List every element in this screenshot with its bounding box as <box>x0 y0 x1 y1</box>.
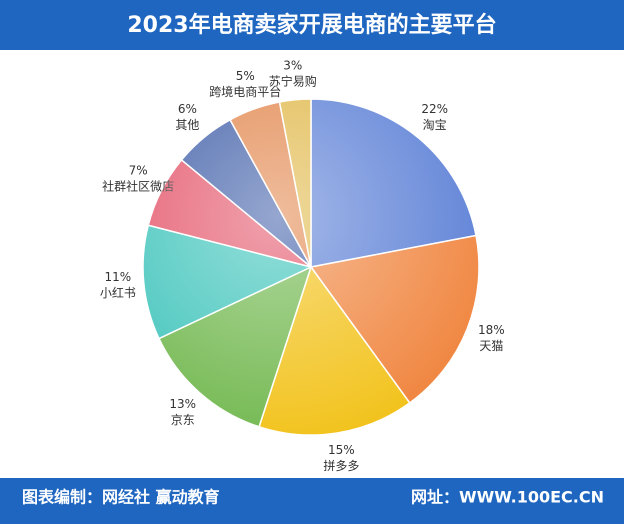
pie: 22% 淘宝 18% 天猫 15% 拼多多 13% 京东 11%小红书 7%社群社区微店 6% 其他 5… <box>100 58 505 473</box>
slice-value-label: 6% <box>178 102 197 116</box>
slice-value-label: 3% <box>283 58 302 72</box>
slice-value-label: 7% <box>129 163 148 177</box>
slice-value-label: 11% <box>105 270 132 284</box>
slice-value-label: 22% <box>421 102 448 116</box>
slice-category-label: 天猫 <box>479 339 503 353</box>
slice-category-label: 其他 <box>175 118 199 132</box>
header-bar <box>0 0 624 50</box>
slice-value-label: 15% <box>328 443 355 457</box>
slice-value-label: 13% <box>169 397 196 411</box>
slice-category-label: 苏宁易购 <box>269 73 317 88</box>
slice-value-label: 18% <box>478 323 505 337</box>
footer-source: 图表编制：网经社 赢动教育 <box>22 488 220 507</box>
slice-category-label: 社群社区微店 <box>102 178 174 193</box>
slice-category-label: 跨境电商平台 <box>209 84 281 99</box>
footer-bar <box>0 478 624 524</box>
slice-category-label: 小红书 <box>100 285 136 300</box>
slice-category-label: 拼多多 <box>323 459 359 473</box>
slice-category-label: 京东 <box>171 413 195 427</box>
slice-value-label: 5% <box>236 69 255 83</box>
chart-title: 2023年电商卖家开展电商的主要平台 <box>127 12 496 38</box>
footer-url: 网址：WWW.100EC.CN <box>411 488 604 507</box>
slice-category-label: 淘宝 <box>423 118 447 132</box>
